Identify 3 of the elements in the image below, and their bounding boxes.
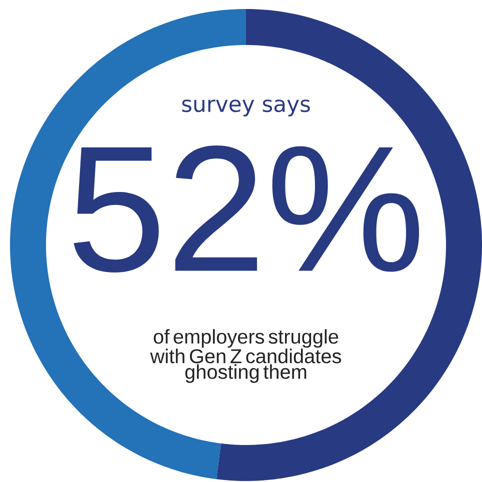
text: survey says bbox=[182, 100, 310, 116]
text: of employers struggle with Gen Z candidates ghosting them bbox=[150, 329, 342, 383]
text: 52% bbox=[74, 146, 420, 272]
